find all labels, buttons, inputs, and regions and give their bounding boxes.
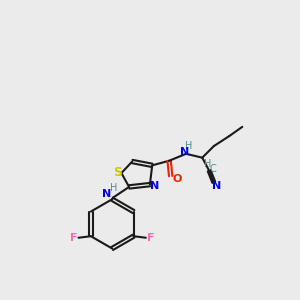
Text: C: C [210,164,216,174]
Text: H: H [204,159,211,169]
Text: N: N [180,147,189,157]
Text: F: F [147,233,154,243]
Text: N: N [212,181,221,191]
Text: H: H [110,184,117,194]
Text: N: N [150,181,159,191]
Text: O: O [172,174,182,184]
Text: N: N [102,189,111,199]
Text: S: S [113,166,122,179]
Text: F: F [70,233,78,243]
Text: H: H [185,141,192,151]
